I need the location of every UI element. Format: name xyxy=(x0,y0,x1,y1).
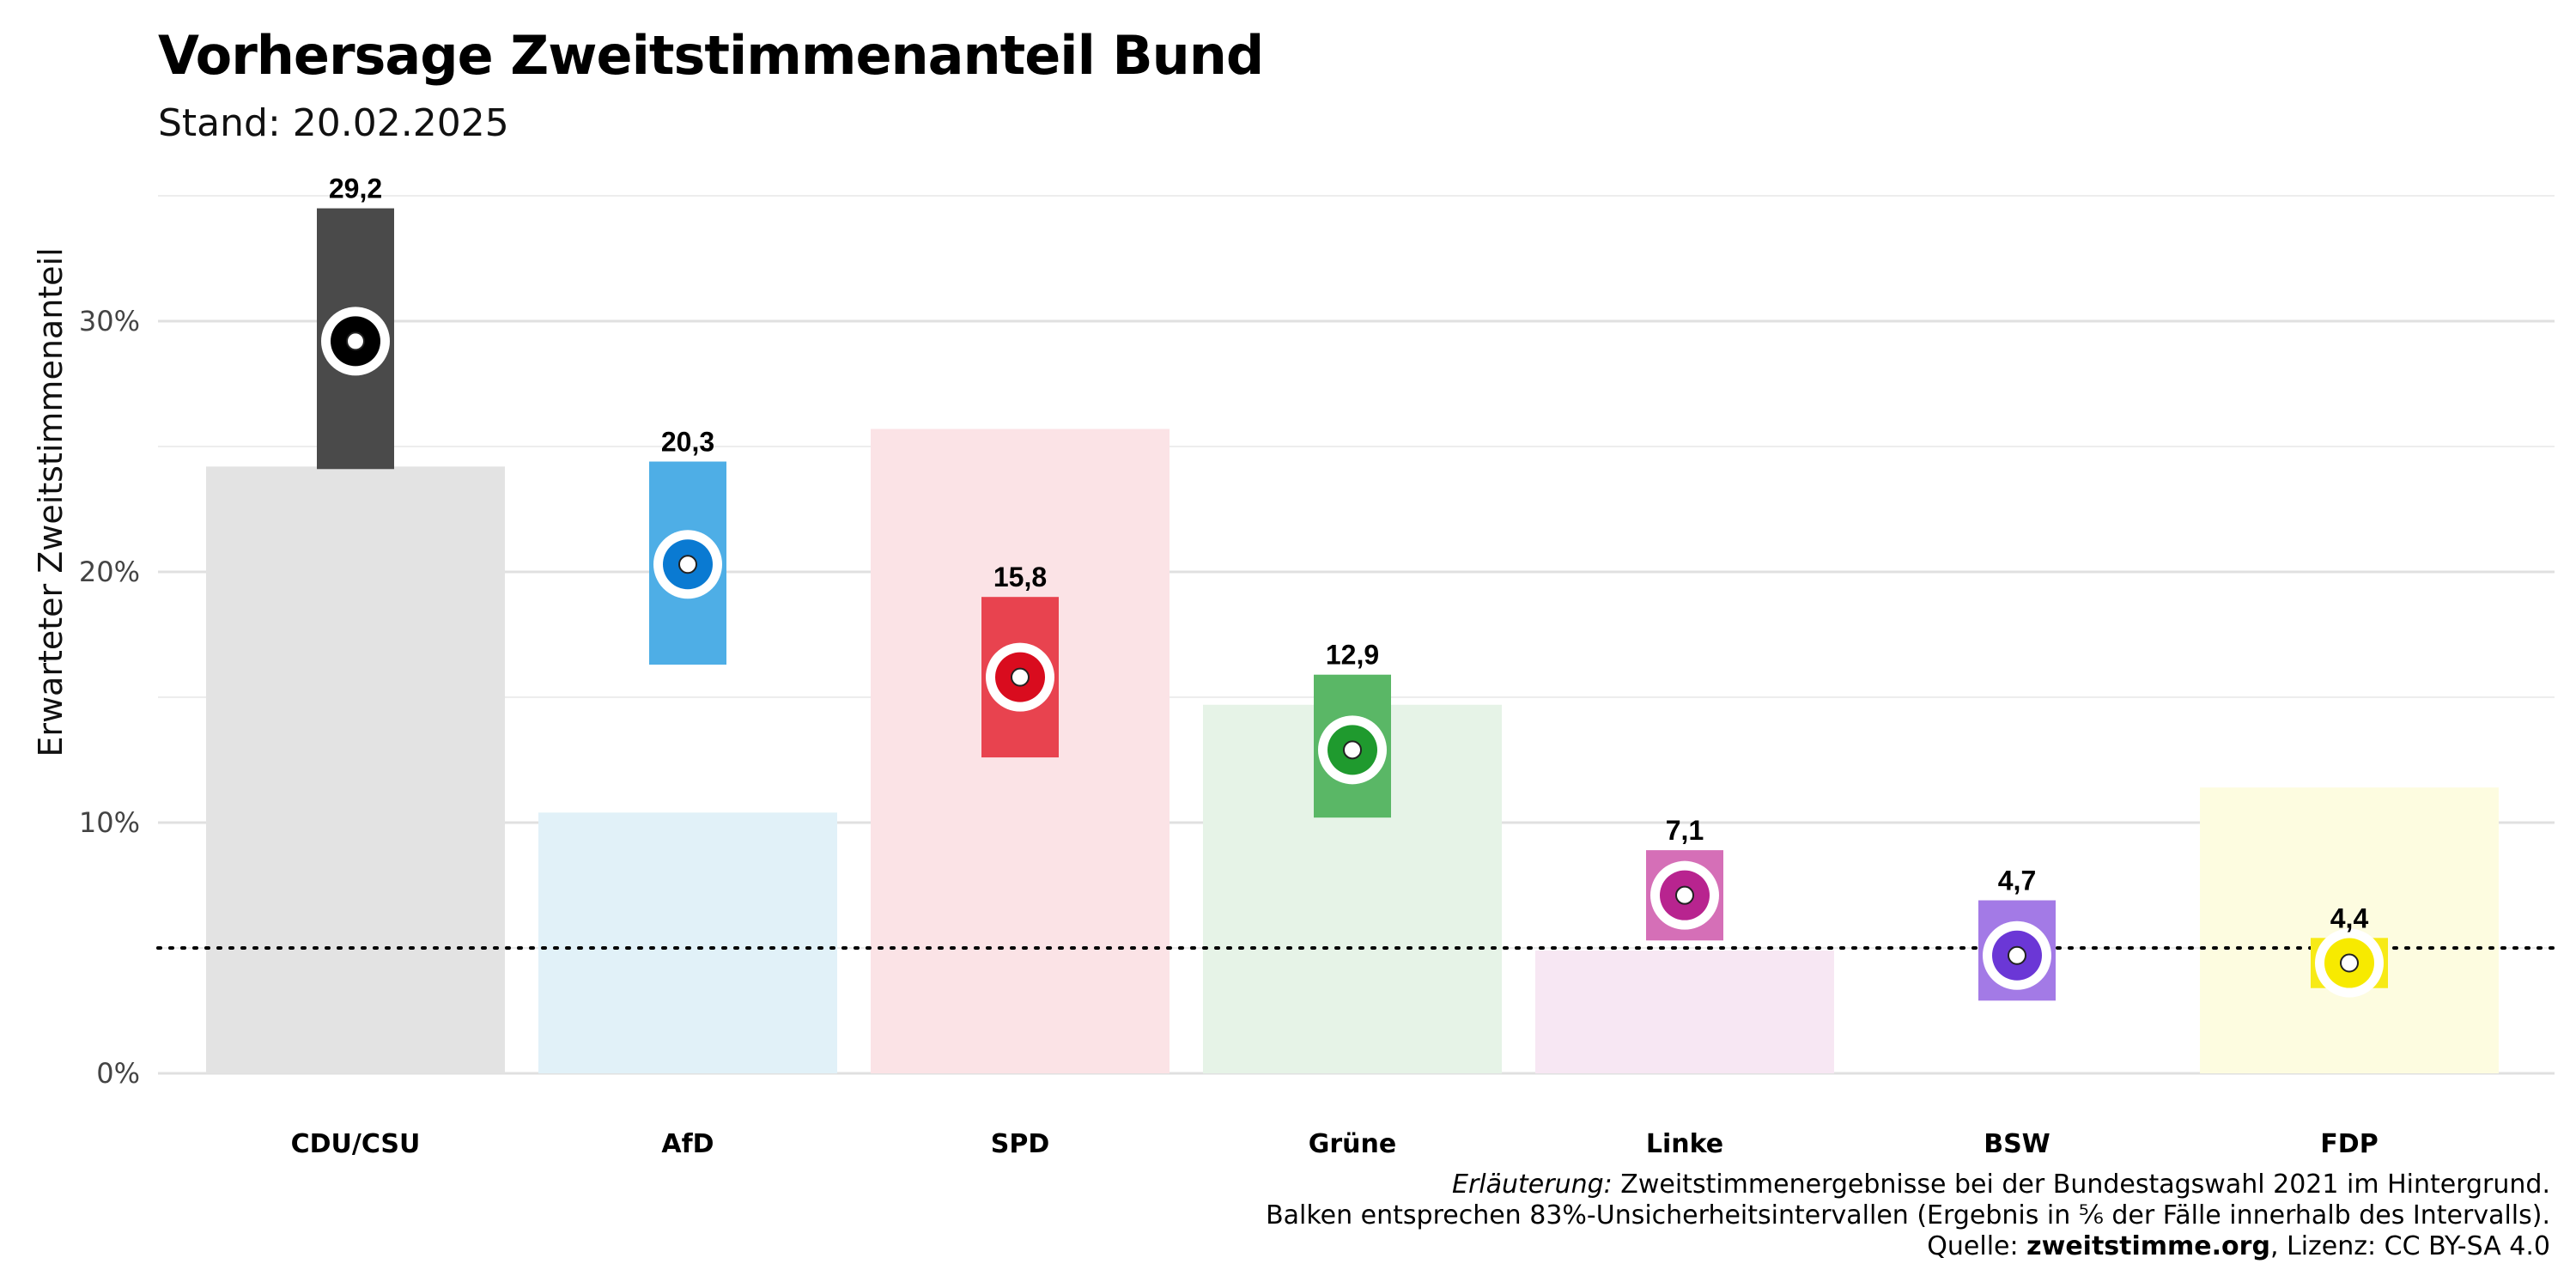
forecast-center-linke xyxy=(1675,885,1694,905)
caption-explanation-label: Erläuterung: xyxy=(1452,1170,1613,1200)
chart-subtitle: Stand: 20.02.2025 xyxy=(158,101,509,145)
bar-2021-linke xyxy=(1535,950,1834,1073)
y-axis-label: Erwarteter Zweitstimmenanteil xyxy=(32,247,70,756)
forecast-center-bsw xyxy=(2008,945,2026,965)
y-tick-label: 30% xyxy=(79,305,140,337)
value-label-afd: 20,3 xyxy=(661,427,714,458)
forecast-center-spd xyxy=(1011,667,1030,687)
chart-title: Vorhersage Zweitstimmenanteil Bund xyxy=(158,24,1264,87)
value-label-cdu-csu: 29,2 xyxy=(329,173,382,204)
caption-source-link: zweitstimme.org xyxy=(2026,1231,2270,1261)
bar-2021-cdu-csu xyxy=(206,466,505,1073)
value-label-bsw: 4,7 xyxy=(1998,866,2036,896)
value-label-linke: 7,1 xyxy=(1666,815,1704,846)
y-tick-label: 20% xyxy=(79,556,140,588)
caption-explanation-text: Zweitstimmenergebnisse bei der Bundestag… xyxy=(1612,1170,2550,1200)
value-label-spd: 15,8 xyxy=(993,562,1047,592)
value-label-fdp: 4,4 xyxy=(2330,902,2369,933)
x-tick-label-linke: Linke xyxy=(1646,1129,1723,1159)
forecast-center-grüne xyxy=(1343,740,1362,760)
y-tick-label: 0% xyxy=(96,1057,140,1090)
x-tick-label-cdu-csu: CDU/CSU xyxy=(291,1129,421,1159)
value-label-grüne: 12,9 xyxy=(1326,640,1379,671)
caption-source-prefix: Quelle: xyxy=(1927,1231,2027,1261)
y-tick-label: 10% xyxy=(79,806,140,839)
x-tick-label-grüne: Grüne xyxy=(1309,1129,1396,1159)
forecast-center-afd xyxy=(678,555,697,574)
chart-caption: Erläuterung: Zweitstimmenergebnisse bei … xyxy=(1266,1170,2550,1262)
caption-line-3: Quelle: zweitstimme.org, Lizenz: CC BY-S… xyxy=(1266,1231,2550,1262)
caption-line-2: Balken entsprechen 83%-Unsicherheitsinte… xyxy=(1266,1200,2550,1230)
forecast-center-cdu-csu xyxy=(346,331,365,351)
bar-2021-afd xyxy=(538,812,837,1073)
forecast-center-fdp xyxy=(2340,953,2359,973)
x-tick-label-afd: AfD xyxy=(661,1129,714,1159)
caption-line-1: Erläuterung: Zweitstimmenergebnisse bei … xyxy=(1266,1170,2550,1200)
x-tick-label-bsw: BSW xyxy=(1984,1129,2050,1159)
x-tick-label-fdp: FDP xyxy=(2320,1129,2378,1159)
caption-license: , Lizenz: CC BY-SA 4.0 xyxy=(2269,1231,2550,1261)
x-tick-label-spd: SPD xyxy=(991,1129,1050,1159)
